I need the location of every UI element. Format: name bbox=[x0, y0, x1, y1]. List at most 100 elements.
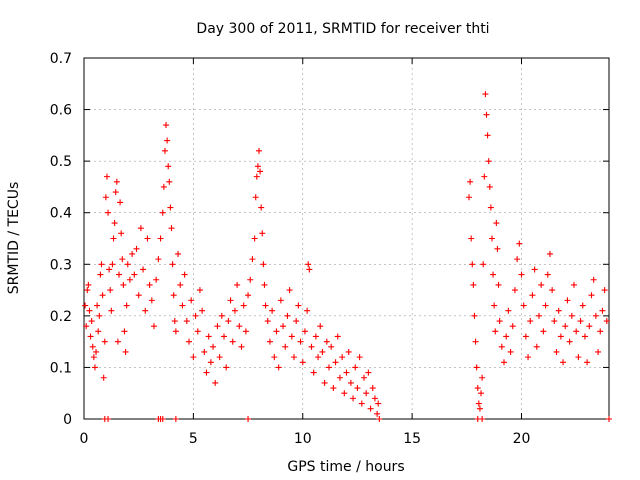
data-point bbox=[86, 307, 93, 314]
plot-frame bbox=[83, 57, 610, 420]
y-tick-label: 0 bbox=[63, 412, 72, 428]
data-point bbox=[603, 318, 610, 325]
data-point bbox=[261, 281, 268, 288]
data-point bbox=[97, 271, 104, 278]
data-point bbox=[467, 178, 474, 185]
data-point bbox=[98, 261, 105, 268]
data-point bbox=[249, 256, 256, 263]
data-point bbox=[533, 343, 540, 350]
data-point bbox=[87, 333, 94, 340]
data-point bbox=[291, 354, 297, 361]
data-point bbox=[544, 271, 551, 278]
data-point bbox=[119, 256, 126, 263]
data-point bbox=[82, 302, 89, 309]
data-point bbox=[503, 333, 510, 340]
data-point bbox=[212, 379, 219, 386]
data-point bbox=[108, 307, 115, 314]
data-point bbox=[260, 261, 267, 268]
data-point bbox=[170, 292, 177, 299]
data-point bbox=[597, 328, 604, 335]
x-tick-label: 15 bbox=[403, 431, 421, 447]
data-point bbox=[256, 147, 262, 154]
data-point bbox=[308, 343, 315, 350]
data-point bbox=[599, 307, 606, 314]
data-point bbox=[192, 312, 199, 319]
data-point bbox=[183, 318, 190, 325]
data-point bbox=[85, 281, 92, 288]
data-point bbox=[280, 323, 287, 330]
data-point bbox=[562, 323, 569, 330]
data-point bbox=[181, 271, 188, 278]
data-point bbox=[542, 302, 549, 309]
data-point bbox=[216, 354, 223, 361]
data-point bbox=[196, 287, 203, 294]
data-point bbox=[306, 266, 313, 273]
data-point bbox=[551, 318, 558, 325]
data-point bbox=[522, 333, 529, 340]
x-tick-label: 20 bbox=[513, 431, 531, 447]
data-point bbox=[137, 225, 144, 232]
data-point bbox=[227, 297, 234, 304]
data-point bbox=[487, 204, 494, 211]
data-point bbox=[564, 297, 571, 304]
data-point bbox=[89, 343, 96, 350]
data-point bbox=[319, 348, 326, 355]
data-point bbox=[293, 318, 300, 325]
data-point bbox=[323, 338, 330, 345]
data-point bbox=[257, 168, 264, 175]
data-point bbox=[175, 250, 182, 257]
data-point bbox=[109, 261, 116, 268]
data-point bbox=[221, 333, 227, 340]
data-point bbox=[469, 261, 476, 268]
data-point bbox=[509, 323, 516, 330]
y-tick-label: 0.7 bbox=[50, 51, 72, 67]
data-point bbox=[511, 287, 518, 294]
data-point bbox=[194, 328, 201, 335]
data-point bbox=[493, 220, 500, 227]
data-point bbox=[473, 364, 480, 371]
data-point bbox=[286, 287, 293, 294]
data-point bbox=[251, 235, 258, 242]
y-axis-label: SRMTID / TECUs bbox=[6, 182, 22, 295]
data-point bbox=[356, 354, 363, 361]
data-point bbox=[131, 271, 138, 278]
data-point bbox=[490, 271, 497, 278]
data-point bbox=[297, 338, 304, 345]
data-point bbox=[129, 250, 136, 257]
data-point bbox=[118, 230, 125, 237]
data-point bbox=[468, 235, 475, 242]
data-point bbox=[568, 312, 575, 319]
data-point bbox=[133, 245, 140, 252]
data-point bbox=[177, 281, 184, 288]
data-point bbox=[472, 338, 479, 345]
data-point bbox=[304, 307, 311, 314]
data-point bbox=[549, 287, 556, 294]
data-point bbox=[553, 348, 560, 355]
data-point bbox=[312, 333, 319, 340]
data-point bbox=[124, 261, 131, 268]
data-point bbox=[205, 333, 212, 340]
data-point bbox=[245, 416, 252, 422]
data-point bbox=[284, 312, 291, 319]
data-point bbox=[492, 328, 499, 335]
data-point bbox=[203, 369, 210, 376]
data-point bbox=[538, 281, 545, 288]
data-point bbox=[142, 307, 149, 314]
data-point bbox=[159, 209, 166, 216]
data-point bbox=[90, 354, 97, 361]
data-point bbox=[107, 287, 114, 294]
data-point bbox=[376, 416, 383, 422]
data-point bbox=[186, 338, 192, 345]
y-tick-label: 0.5 bbox=[50, 154, 72, 170]
data-point bbox=[483, 111, 490, 118]
data-point bbox=[339, 354, 346, 361]
data-point bbox=[485, 158, 492, 165]
data-point bbox=[207, 359, 214, 366]
data-point bbox=[169, 261, 176, 268]
data-point bbox=[171, 318, 178, 325]
data-point bbox=[112, 189, 119, 196]
data-point bbox=[116, 271, 122, 278]
data-point bbox=[328, 343, 335, 350]
data-point bbox=[252, 194, 259, 201]
data-point bbox=[258, 204, 265, 211]
